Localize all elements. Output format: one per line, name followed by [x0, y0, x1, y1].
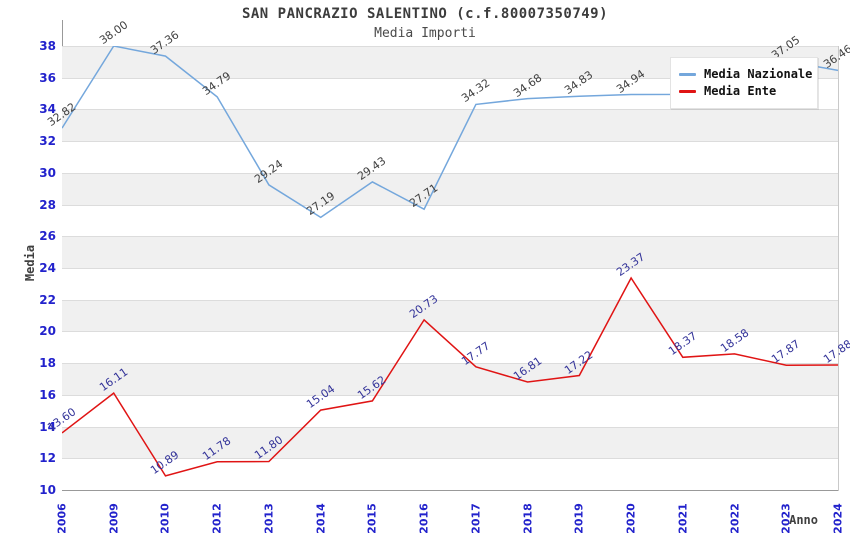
plot-band — [62, 109, 838, 142]
y-tick-label: 14 — [39, 419, 56, 434]
x-axis-line — [62, 490, 839, 491]
x-tick-label: 2014 — [314, 503, 328, 534]
y-tick-label: 22 — [39, 292, 56, 307]
plot-band — [62, 331, 838, 364]
gridline — [62, 395, 838, 396]
x-tick-label: 2022 — [728, 503, 742, 534]
gridline — [62, 300, 838, 301]
x-tick-label: 2018 — [521, 503, 535, 534]
plot-band — [62, 172, 838, 205]
x-axis-title: Anno — [789, 513, 818, 527]
x-tick-label: 2012 — [210, 503, 224, 534]
gridline — [62, 427, 838, 428]
y-tick-label: 36 — [39, 70, 56, 85]
x-tick-label: 2020 — [624, 503, 638, 534]
y-tick-label: 38 — [39, 39, 56, 53]
chart-title: SAN PANCRAZIO SALENTINO (c.f.80007350749… — [241, 6, 609, 22]
plot-band — [62, 236, 838, 268]
gridline — [62, 331, 838, 332]
legend-label-media-nazionale: Media Nazionale — [704, 67, 813, 81]
plot-band — [62, 204, 838, 237]
y-tick-label: 28 — [39, 197, 56, 212]
y-tick-label: 30 — [39, 165, 56, 180]
x-tick-label: 2015 — [365, 503, 379, 534]
y-tick-label: 10 — [39, 483, 56, 497]
plot-band — [62, 426, 838, 459]
y-tick-label: 34 — [39, 102, 56, 117]
x-tick-label: 2013 — [262, 503, 276, 534]
red-line-swatch-icon — [679, 89, 696, 93]
plot-band — [62, 268, 838, 300]
gridline — [62, 205, 838, 206]
x-tick-label: 2021 — [676, 503, 690, 534]
gridline — [62, 236, 838, 237]
x-tick-label: 2006 — [55, 503, 69, 534]
plot-band — [62, 299, 838, 332]
x-tick-label: 2019 — [572, 503, 586, 534]
gridline — [62, 268, 838, 269]
y-tick-label: 26 — [39, 229, 56, 244]
blue-line-swatch-icon — [679, 72, 696, 76]
y-tick-label: 20 — [39, 324, 56, 339]
gridline — [62, 363, 838, 364]
series-lines — [62, 46, 838, 477]
legend: Media Nazionale Media Ente — [670, 57, 818, 109]
y-tick-label: 24 — [39, 261, 56, 275]
gridline — [62, 458, 838, 459]
y-tick-label: 32 — [39, 134, 56, 149]
gridline — [62, 141, 838, 142]
gridline — [62, 78, 838, 79]
legend-item-media-ente: Media Ente — [679, 84, 809, 98]
plot-band — [62, 458, 838, 490]
x-tick-label: 2009 — [107, 503, 121, 534]
x-tick-label: 2017 — [469, 503, 483, 534]
gridline — [62, 109, 838, 110]
x-tick-label: 2010 — [158, 503, 172, 534]
gridline — [62, 46, 838, 47]
plot-band — [62, 363, 838, 395]
y-tick-label: 12 — [39, 451, 56, 466]
x-tick-label: 2016 — [417, 503, 431, 534]
x-tick-label: 2024 — [831, 503, 845, 534]
y-tick-label: 18 — [39, 356, 56, 371]
plot-right-border — [838, 46, 839, 491]
chart-subtitle: Media Importi — [374, 26, 476, 41]
media-ente-line — [62, 276, 838, 477]
y-tick-label: 16 — [39, 387, 56, 402]
gridline — [62, 173, 838, 174]
plot-band — [62, 394, 838, 427]
x-tick-label: 2023 — [779, 503, 793, 534]
legend-item-media-nazionale: Media Nazionale — [679, 67, 813, 81]
legend-label-media-ente: Media Ente — [704, 84, 777, 98]
plot-area — [62, 46, 838, 491]
